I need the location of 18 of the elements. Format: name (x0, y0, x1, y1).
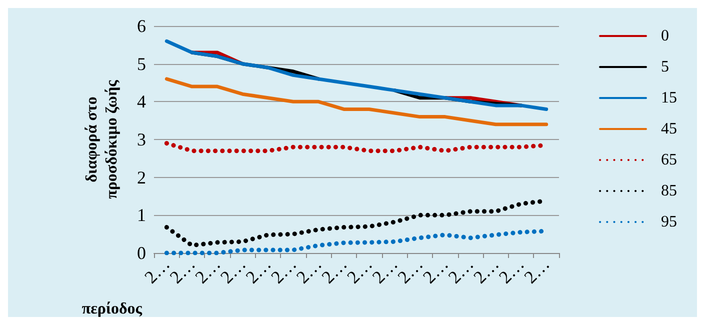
x-axis-title: περίοδος (82, 300, 142, 318)
y-tick-label: 4 (137, 92, 146, 112)
legend-label: 85 (661, 182, 677, 200)
legend-label: 0 (661, 28, 669, 44)
legend-label: 15 (661, 90, 677, 106)
y-axis-title: διαφορά στο προσδόκιμο ζωής (84, 80, 120, 199)
line-series (164, 77, 548, 126)
legend-label: 45 (661, 120, 677, 138)
y-tick-label: 0 (137, 243, 146, 263)
y-tick-label: 6 (137, 16, 146, 36)
legend-label: 95 (661, 214, 677, 230)
y-tick-label: 5 (137, 54, 146, 74)
legend-label: 5 (661, 58, 669, 76)
legend-label: 65 (661, 152, 677, 168)
y-tick-label: 2 (137, 167, 146, 188)
y-tick-label: 1 (137, 205, 146, 226)
line-series (164, 39, 548, 111)
y-tick-label: 3 (137, 130, 146, 150)
